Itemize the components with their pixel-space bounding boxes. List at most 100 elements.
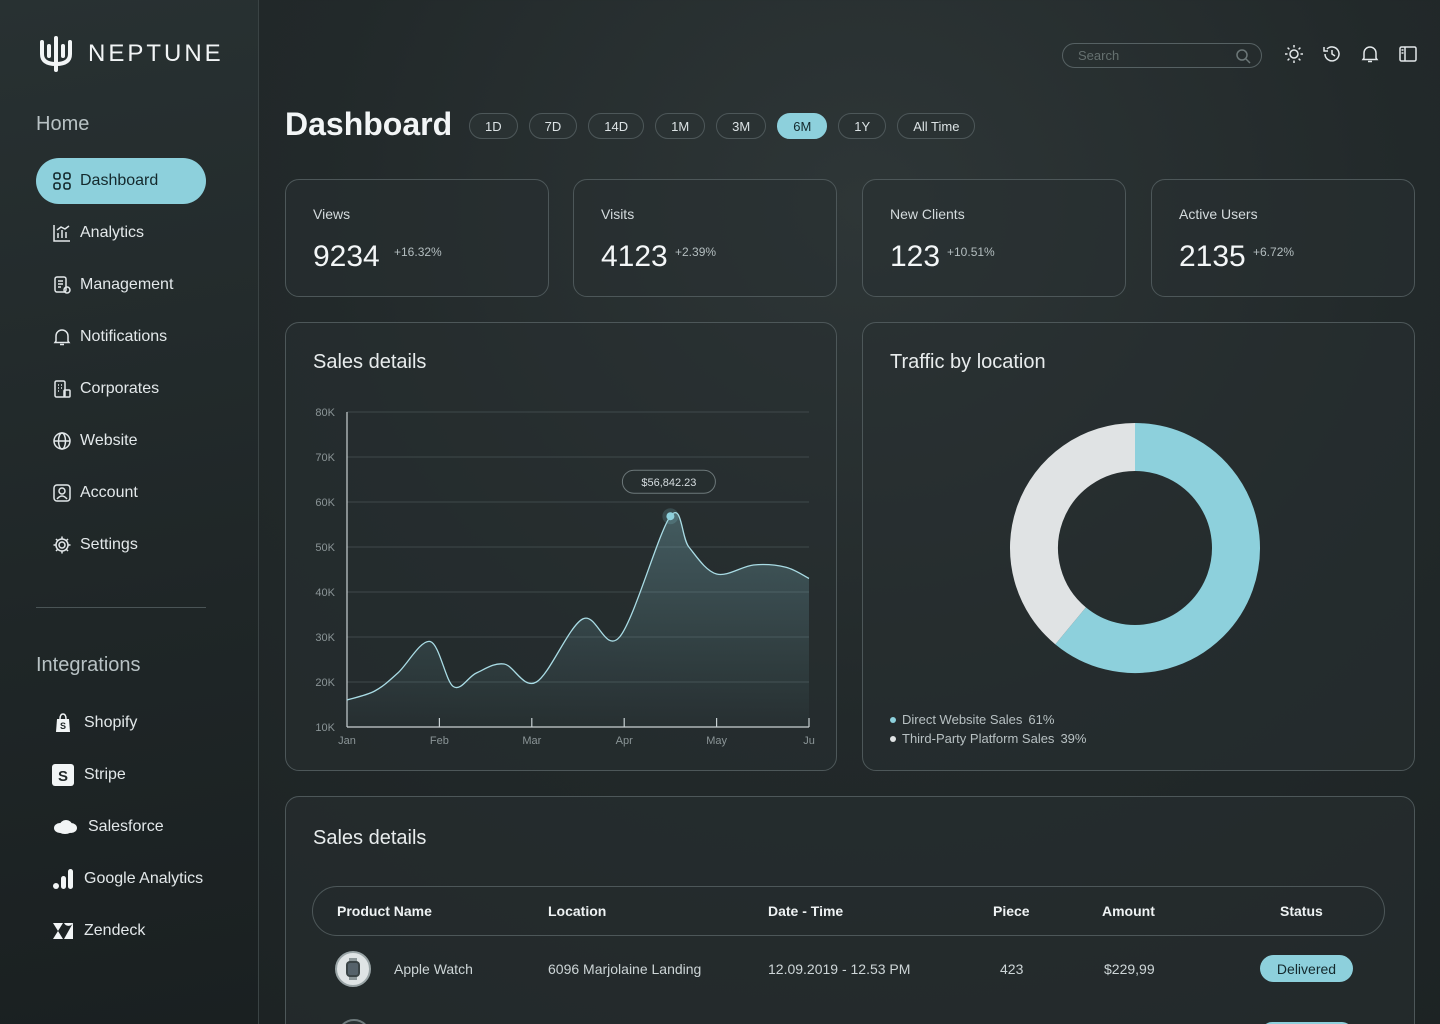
legend-label: Third-Party Platform Sales — [902, 731, 1055, 746]
range-14d[interactable]: 14D — [588, 113, 645, 139]
traffic-card: Traffic by location Direct Website Sales… — [862, 322, 1415, 771]
legend-label: Direct Website Sales — [902, 712, 1023, 727]
table-header: Product Name Location Date - Time Piece … — [312, 886, 1385, 936]
sidebar-item-label: Corporates — [80, 380, 160, 397]
range-all-time[interactable]: All Time — [897, 113, 976, 139]
range-7d[interactable]: 7D — [528, 113, 578, 139]
integration-zendeck[interactable]: Zendeck — [36, 908, 206, 954]
google-analytics-icon — [52, 868, 74, 890]
management-icon — [54, 276, 71, 294]
cell-amount: $229,99 — [1104, 961, 1155, 977]
column-header-piece[interactable]: Piece — [993, 903, 1030, 919]
legend-percent: 39% — [1060, 731, 1087, 746]
range-1d[interactable]: 1D — [469, 113, 518, 139]
range-6m[interactable]: 6M — [777, 113, 828, 139]
sales-area-fill — [347, 512, 809, 727]
column-header-product[interactable]: Product Name — [337, 903, 432, 919]
y-tick-label: 10K — [315, 722, 335, 734]
zendeck-icon — [52, 920, 74, 942]
search-input[interactable] — [1078, 48, 1228, 63]
column-header-amount[interactable]: Amount — [1102, 903, 1155, 919]
product-image — [337, 1019, 371, 1024]
trident-icon — [40, 36, 72, 72]
integrations-nav: S Shopify S Stripe Salesforce Google Ana… — [36, 700, 206, 960]
integration-google-analytics[interactable]: Google Analytics — [36, 856, 206, 902]
legend-dot — [890, 716, 896, 723]
tooltip-label: $56,842.23 — [641, 477, 696, 489]
svg-text:S: S — [60, 721, 66, 731]
column-header-datetime[interactable]: Date - Time — [768, 903, 844, 919]
sales-line — [346, 512, 810, 701]
stat-value: 2135 — [1179, 240, 1246, 273]
sidebar-item-account[interactable]: Account — [36, 470, 206, 516]
stat-change: +10.51% — [947, 245, 995, 259]
legend-dot — [890, 735, 896, 742]
sales-chart-card: Sales details 80K 70K 60K 50K 40K 30K 20K 10K Ja… — [285, 322, 837, 771]
sidebar: NEPTUNE Home Dashboard Analytics Managem… — [0, 0, 259, 1024]
sidebar-item-dashboard[interactable]: Dashboard — [36, 158, 206, 204]
sidebar-item-label: Settings — [80, 536, 138, 553]
time-range-selector: 1D 7D 14D 1M 3M 6M 1Y All Time — [469, 113, 976, 139]
sun-icon[interactable] — [1284, 44, 1304, 64]
sales-chart-title: Sales details — [313, 351, 427, 373]
y-tick-label: 50K — [315, 542, 335, 554]
range-3m[interactable]: 3M — [716, 113, 767, 139]
sidebar-item-website[interactable]: Website — [36, 418, 206, 464]
y-tick-label: 80K — [315, 407, 335, 419]
y-tick-label: 40K — [315, 587, 335, 599]
stat-label: Visits — [601, 206, 635, 222]
sales-table-title: Sales details — [313, 827, 427, 849]
integration-shopify[interactable]: S Shopify — [36, 700, 206, 746]
y-tick-label: 30K — [315, 632, 335, 644]
app-logo[interactable]: NEPTUNE — [36, 34, 224, 74]
x-tick-label: May — [706, 735, 727, 747]
range-1y[interactable]: 1Y — [838, 113, 887, 139]
sidebar-item-settings[interactable]: Settings — [36, 522, 206, 568]
notification-bell-icon[interactable] — [1360, 44, 1380, 64]
integration-salesforce[interactable]: Salesforce — [36, 804, 206, 850]
column-header-location[interactable]: Location — [548, 903, 607, 919]
sidebar-item-analytics[interactable]: Analytics — [36, 210, 206, 256]
sales-table-card: Sales details Product Name Location Date… — [285, 796, 1415, 1024]
integration-label: Google Analytics — [84, 870, 204, 887]
shopify-icon: S — [52, 712, 74, 734]
gear-icon — [53, 536, 71, 554]
stat-label: Views — [313, 206, 351, 222]
sidebar-item-notifications[interactable]: Notifications — [36, 314, 206, 360]
account-icon — [53, 484, 71, 502]
y-tick-label: 70K — [315, 452, 335, 464]
sidebar-item-label: Analytics — [80, 224, 145, 241]
stat-value: 9234 — [313, 240, 380, 273]
integrations-section-title: Integrations — [36, 654, 141, 676]
stat-change: +2.39% — [675, 245, 717, 259]
integration-stripe[interactable]: S Stripe — [36, 752, 206, 798]
table-row-partial — [312, 1017, 1385, 1024]
donut-slice-direct[interactable] — [1055, 423, 1260, 673]
stat-card-new-clients: New Clients 123 +10.51% — [862, 179, 1126, 297]
sidebar-divider — [36, 607, 206, 608]
stat-card-views: Views 9234 +16.32% — [285, 179, 549, 297]
search-icon[interactable] — [1235, 48, 1251, 64]
stat-card-visits: Visits 4123 +2.39% — [573, 179, 837, 297]
x-tick-label: Mar — [522, 735, 541, 747]
column-header-status[interactable]: Status — [1280, 903, 1323, 919]
grid-icon — [53, 172, 71, 190]
sidebar-toggle-icon[interactable] — [1398, 44, 1418, 64]
home-section-title: Home — [36, 113, 90, 135]
range-1m[interactable]: 1M — [655, 113, 706, 139]
history-icon[interactable] — [1322, 44, 1342, 64]
integration-label: Stripe — [84, 766, 126, 783]
topbar-icons — [1284, 44, 1418, 64]
stat-value: 4123 — [601, 240, 668, 273]
stat-value: 123 — [890, 240, 941, 273]
search-box[interactable] — [1062, 43, 1262, 68]
svg-text:S: S — [58, 768, 68, 785]
tooltip-box — [621, 469, 716, 494]
sidebar-item-corporates[interactable]: Corporates — [36, 366, 206, 412]
donut-slice-third-party[interactable] — [1010, 423, 1136, 645]
sidebar-item-management[interactable]: Management — [36, 262, 206, 308]
integration-label: Salesforce — [88, 818, 164, 835]
table-row[interactable]: Apple Watch 6096 Marjolaine Landing 12.0… — [312, 945, 1385, 993]
traffic-title: Traffic by location — [890, 351, 1046, 373]
